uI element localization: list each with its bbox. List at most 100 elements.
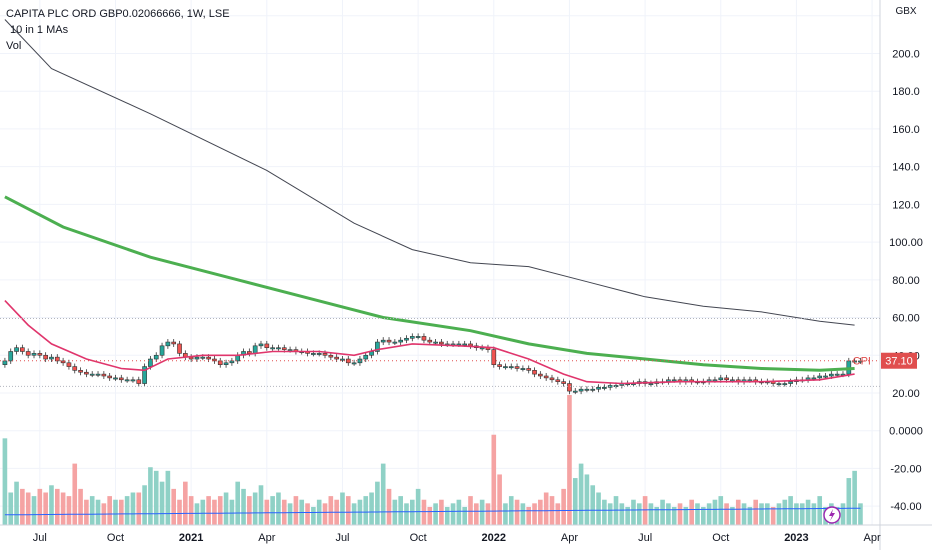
volume-label[interactable]: Vol xyxy=(6,40,22,52)
volume-bar xyxy=(439,499,444,525)
candle xyxy=(596,384,601,393)
candle xyxy=(689,376,695,385)
candle xyxy=(171,339,177,347)
volume-bar xyxy=(410,499,415,525)
volume-bar xyxy=(805,499,811,525)
volume-bar xyxy=(223,492,229,525)
volume-bar xyxy=(159,481,165,525)
y-tick-label: 60.00 xyxy=(892,313,920,325)
candle-body xyxy=(2,360,8,365)
candle xyxy=(159,342,165,359)
volume-bar xyxy=(718,496,724,525)
candle xyxy=(532,367,537,378)
candle-body xyxy=(375,341,380,352)
candle-body xyxy=(177,343,182,354)
volume-bar xyxy=(648,503,654,525)
volume-bar xyxy=(247,496,252,525)
candle-body xyxy=(60,360,66,364)
volume-bar xyxy=(503,503,508,525)
candle xyxy=(468,340,473,349)
indicator-label[interactable]: 10 in 1 MAs xyxy=(10,24,69,36)
candle-body xyxy=(328,354,334,358)
candle-body xyxy=(497,364,502,367)
candle xyxy=(72,363,78,374)
volume-bar xyxy=(345,496,351,525)
candle-body xyxy=(334,356,339,360)
volume-bar xyxy=(20,488,25,525)
candle-body xyxy=(142,366,147,384)
candle-body xyxy=(165,341,171,347)
candle xyxy=(107,372,113,381)
candle xyxy=(497,361,502,370)
volume-bar xyxy=(590,485,596,525)
volume-bar xyxy=(572,478,578,525)
y-tick-label: 120.0 xyxy=(892,199,920,211)
candle xyxy=(136,376,142,387)
candle xyxy=(363,352,369,363)
price-value: 37.10 xyxy=(885,356,913,368)
candle xyxy=(54,354,60,364)
x-tick-label: Jul xyxy=(33,532,47,544)
candle-body xyxy=(788,381,793,384)
candle-body xyxy=(392,341,398,344)
candle-body xyxy=(596,387,601,390)
candle xyxy=(823,372,828,380)
candle-body xyxy=(287,349,293,352)
volume-moving-average xyxy=(4,507,861,516)
candle-body xyxy=(148,358,153,367)
candle-body xyxy=(503,366,508,369)
volume-bar xyxy=(130,492,136,525)
volume-bar xyxy=(305,503,310,525)
candle-body xyxy=(468,343,473,347)
volume-bar xyxy=(817,496,823,525)
candle xyxy=(753,376,759,385)
lightning-icon[interactable] xyxy=(823,506,841,524)
candle-body xyxy=(718,377,724,381)
candle-body xyxy=(89,373,95,376)
volume-bar xyxy=(683,506,689,525)
candle-body xyxy=(462,343,468,346)
candle-body xyxy=(357,358,363,364)
candle-body xyxy=(113,377,118,380)
candle-body xyxy=(20,347,25,352)
candle-body xyxy=(514,366,520,369)
candle xyxy=(37,350,43,359)
volume-bar xyxy=(107,496,112,525)
candle-body xyxy=(409,336,415,339)
volume-bar xyxy=(153,470,159,525)
candle-body xyxy=(386,339,392,343)
candle-body xyxy=(229,360,235,364)
volume-bar xyxy=(625,506,630,525)
x-tick-label: 2023 xyxy=(784,532,808,544)
volume-bar xyxy=(497,474,502,525)
volume-bar xyxy=(8,492,14,525)
volume-bar xyxy=(520,503,526,525)
volume-bar xyxy=(235,481,241,525)
candle xyxy=(415,333,421,340)
candle xyxy=(567,380,572,395)
candle xyxy=(549,374,555,383)
candle xyxy=(293,346,299,355)
volume-bar xyxy=(183,481,188,525)
volume-bar xyxy=(578,463,584,525)
volume-bar xyxy=(584,474,590,525)
y-tick-label: 100.00 xyxy=(889,237,923,249)
candle xyxy=(421,333,427,344)
candle xyxy=(223,359,229,368)
chart-title: CAPITA PLC ORD GBP0.02066666, 1W, LSE xyxy=(6,8,230,20)
candle xyxy=(852,357,857,364)
y-tick-label: 140.0 xyxy=(892,162,920,174)
ticker-label: CPI xyxy=(853,356,871,368)
volume-bar xyxy=(741,503,747,525)
candle xyxy=(648,380,654,387)
y-axis-labels: GBX 200.0 180.0 160.0 140.0 120.0 100.00 80.00 6… xyxy=(889,6,923,513)
candle xyxy=(182,350,188,361)
candle-body xyxy=(66,362,72,367)
candle-body xyxy=(724,377,729,381)
candle xyxy=(101,371,107,380)
candle-body xyxy=(398,339,404,343)
volume-bar xyxy=(811,503,817,525)
candle-body xyxy=(817,375,823,379)
volume-bar xyxy=(287,503,293,525)
